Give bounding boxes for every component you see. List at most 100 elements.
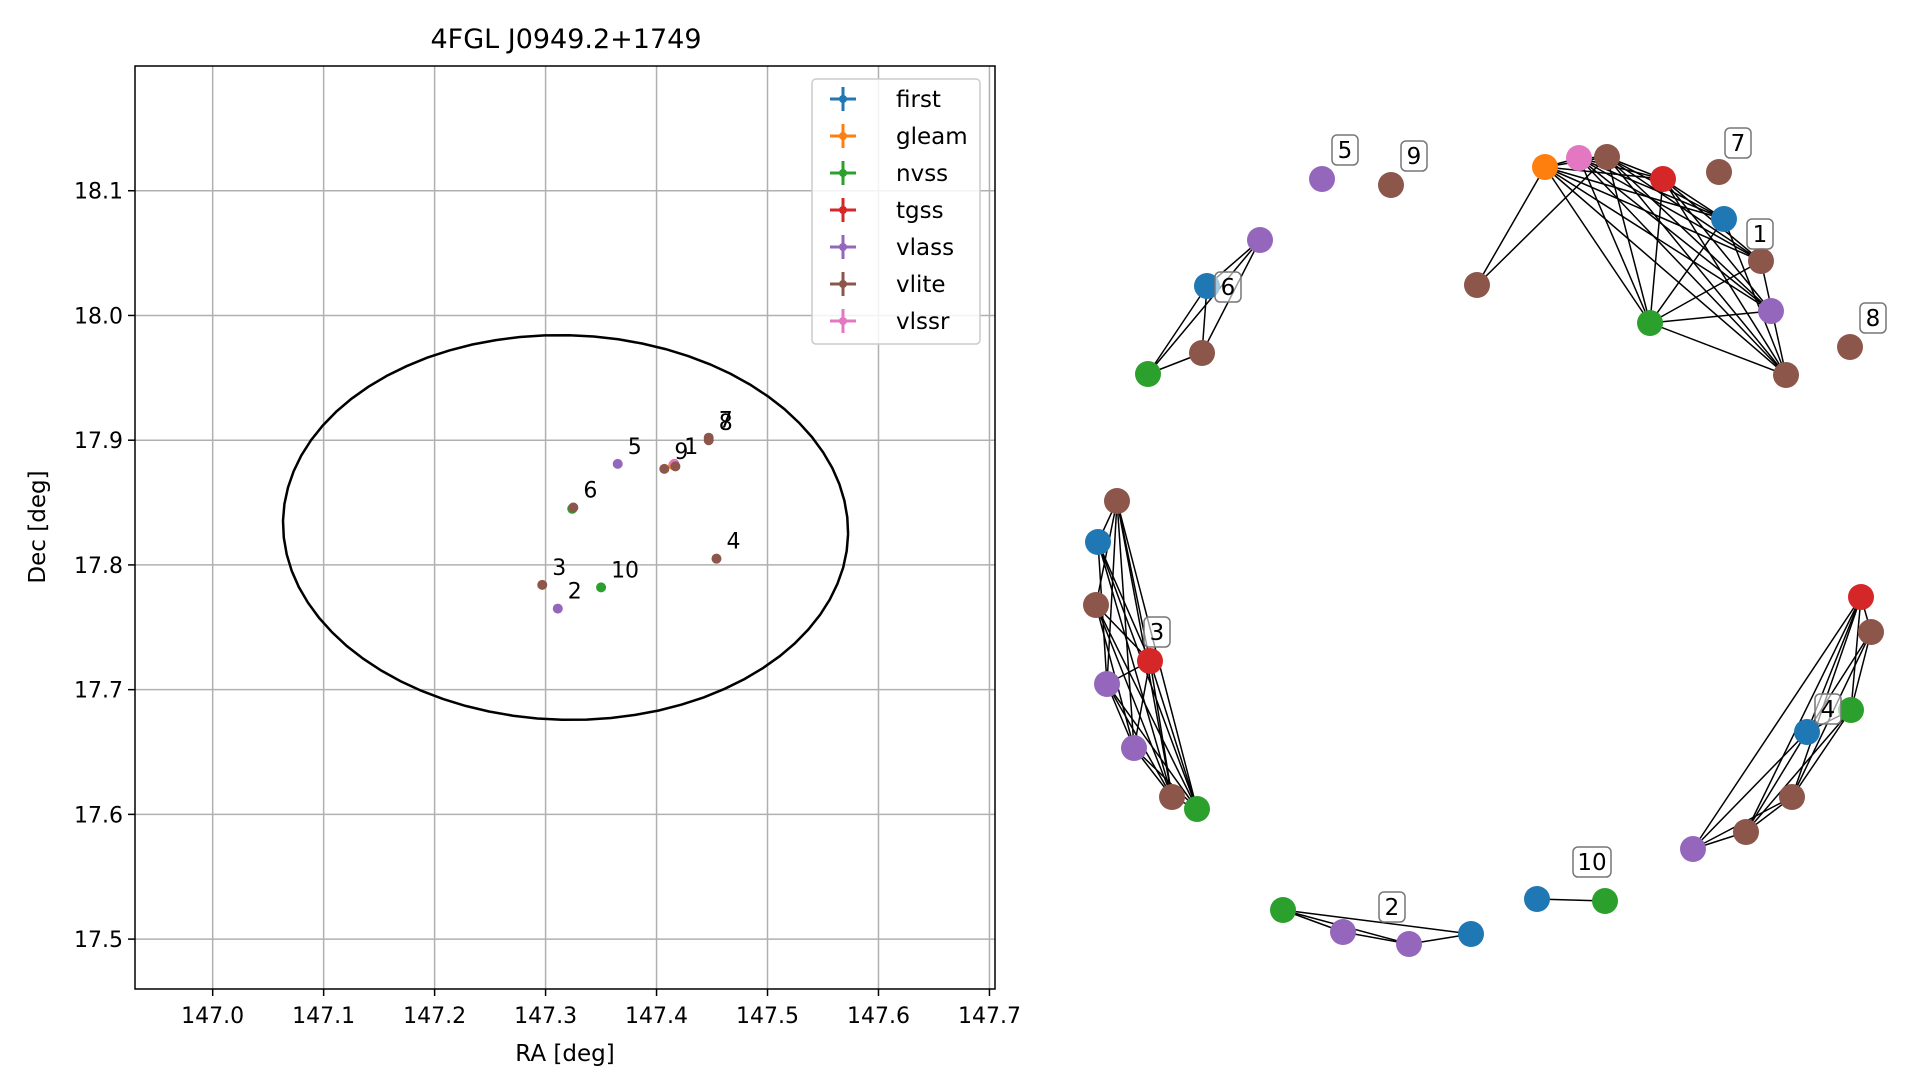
legend-entry-first: first	[830, 87, 941, 113]
group-label: 5	[1331, 134, 1359, 166]
network-node-vlite	[1159, 784, 1185, 810]
network-edge	[1850, 596, 1862, 711]
group-label-text: 6	[1221, 275, 1236, 301]
network-edge	[1692, 731, 1808, 850]
network-edge	[1095, 500, 1118, 606]
x-tick-label: 147.4	[625, 1004, 688, 1029]
y-tick-label: 17.8	[74, 554, 123, 579]
network-edge	[1133, 660, 1151, 749]
point-label: 6	[583, 479, 597, 504]
group-label-box	[1572, 846, 1612, 878]
network-edge	[1149, 660, 1198, 810]
network-node-tgss	[1650, 166, 1676, 192]
points-layer	[537, 432, 722, 614]
data-point-vlite	[703, 435, 714, 446]
point-label: 3	[552, 556, 566, 581]
network-edge	[1606, 156, 1772, 312]
network-node-vlite	[1773, 362, 1799, 388]
network-edge	[1476, 166, 1546, 286]
group-label: 9	[1400, 140, 1428, 172]
legend-entry-gleam: gleam	[830, 124, 968, 150]
network-node-vlite	[1464, 272, 1490, 298]
network-node-gleam	[1532, 154, 1558, 180]
group-label-text: 2	[1385, 895, 1400, 921]
x-tick-label: 147.6	[847, 1004, 910, 1029]
group-label-box	[1746, 218, 1774, 250]
network-node-first	[1458, 921, 1484, 947]
network-edge	[1095, 604, 1198, 810]
group-label: 1	[1746, 218, 1774, 250]
network-edge	[1282, 909, 1472, 935]
network-node-first	[1524, 886, 1550, 912]
legend-label: vlass	[896, 235, 954, 261]
legend-entry-vlssr: vlssr	[830, 309, 950, 335]
network-edge	[1095, 604, 1173, 798]
network-edge	[1578, 157, 1787, 376]
legend: first gleam nvss tgss vlass vlite vlssr	[811, 78, 981, 345]
legend-entry-nvss: nvss	[830, 161, 948, 187]
network-node-vlass	[1247, 227, 1273, 253]
network-edge	[1662, 178, 1772, 312]
network-node-vlass	[1396, 931, 1422, 957]
group-label-box	[1859, 302, 1887, 334]
network-node-vlite	[1706, 159, 1732, 185]
network-node-vlass	[1309, 166, 1335, 192]
network-edge	[1791, 709, 1852, 798]
network-node-vlite	[1858, 619, 1884, 645]
point-label: 9	[674, 440, 688, 465]
network-node-vlass	[1121, 735, 1147, 761]
x-tick-label: 147.2	[403, 1004, 466, 1029]
network-edge	[1544, 166, 1787, 376]
network-edge	[1662, 178, 1787, 376]
group-label: 3	[1143, 616, 1171, 648]
data-point-vlite	[670, 461, 681, 472]
legend-box	[811, 78, 981, 345]
group-label-box	[1724, 127, 1752, 159]
legend-label: vlite	[896, 272, 946, 298]
network-node-vlite	[1594, 144, 1620, 170]
point-label: 2	[568, 580, 582, 605]
y-tick-label: 17.5	[74, 928, 123, 953]
data-point-vlite	[537, 579, 548, 590]
network-graph: 1 5 9 7 8 6 3 4 2 10	[1083, 127, 1887, 957]
network-node-vlite	[1779, 784, 1805, 810]
legend-label: tgss	[896, 198, 944, 224]
group-label: 10	[1572, 846, 1612, 878]
group-label-box	[1400, 140, 1428, 172]
y-tick-label: 18.1	[74, 180, 123, 205]
plot-frame	[134, 65, 996, 990]
group-label-box	[1214, 271, 1242, 303]
network-node-vlite	[1837, 334, 1863, 360]
network-node-vlite	[1083, 592, 1109, 618]
network-edge	[1745, 596, 1862, 833]
y-axis-label: Dec [deg]	[25, 470, 51, 583]
data-point-vlite	[568, 502, 579, 513]
data-point-vlass	[552, 603, 563, 614]
legend-marker-dot	[839, 280, 847, 288]
network-node-vlite	[1378, 172, 1404, 198]
legend-label: vlssr	[896, 309, 950, 335]
network-edge	[1149, 660, 1173, 798]
point-label: 5	[628, 435, 642, 460]
x-tick-label: 147.7	[958, 1004, 1021, 1029]
group-label: 6	[1214, 271, 1242, 303]
x-tick-label: 147.1	[292, 1004, 355, 1029]
network-node-vlass	[1758, 298, 1784, 324]
legend-marker-dot	[839, 317, 847, 325]
network-edge	[1606, 156, 1762, 262]
network-node-nvss	[1592, 888, 1618, 914]
group-label-text: 8	[1866, 306, 1881, 332]
x-tick-label: 147.3	[514, 1004, 577, 1029]
error-ellipse	[281, 333, 850, 722]
network-node-vlite	[1189, 340, 1215, 366]
network-edge	[1649, 218, 1725, 324]
network-edge	[1850, 631, 1872, 711]
network-node-nvss	[1135, 361, 1161, 387]
point-label: 8	[719, 411, 733, 436]
network-node-vlass	[1094, 671, 1120, 697]
network-node-vlite	[1104, 488, 1130, 514]
legend-marker-dot	[839, 243, 847, 251]
network-edge	[1606, 156, 1787, 376]
data-point-vlass	[612, 458, 623, 469]
group-label-text: 10	[1577, 850, 1606, 876]
